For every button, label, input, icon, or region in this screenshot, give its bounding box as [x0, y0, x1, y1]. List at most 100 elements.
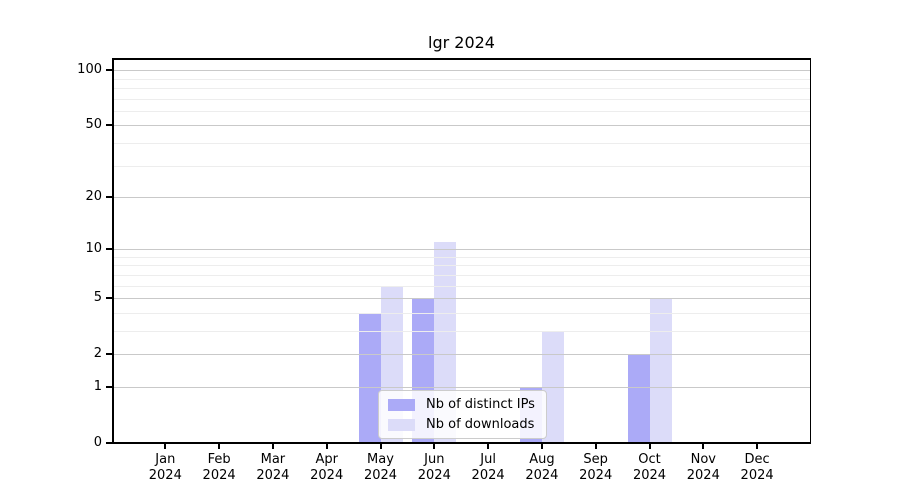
x-tick	[702, 444, 705, 449]
y-tick	[106, 124, 112, 127]
gridline-major	[113, 249, 810, 250]
year-label: 2024	[579, 468, 613, 483]
x-tick	[756, 444, 759, 449]
month-label: May	[367, 452, 394, 467]
gridline-minor	[113, 166, 810, 167]
gridline-minor	[113, 143, 810, 144]
legend-label: Nb of distinct IPs	[426, 397, 535, 412]
x-tick	[433, 444, 436, 449]
y-tick-label: 10	[85, 241, 102, 257]
month-label: Feb	[207, 452, 231, 467]
x-tick-label: Dec 2024	[727, 452, 787, 484]
y-tick	[106, 442, 112, 444]
year-label: 2024	[740, 468, 774, 483]
x-tick-label: Oct 2024	[620, 452, 680, 484]
y-tick	[106, 196, 112, 198]
bar	[358, 312, 381, 443]
plot-area	[112, 58, 811, 444]
x-tick-label: Apr 2024	[297, 452, 357, 484]
y-tick-label: 0	[93, 435, 102, 450]
month-label: Nov	[690, 452, 716, 467]
year-label: 2024	[525, 468, 559, 483]
legend-item: Nb of distinct IPs	[388, 397, 535, 412]
year-label: 2024	[310, 468, 344, 483]
gridline-major	[113, 70, 810, 71]
gridline-minor	[113, 313, 810, 314]
x-tick-label: Feb 2024	[189, 452, 249, 484]
legend-label: Nb of downloads	[426, 417, 535, 432]
gridline-minor	[113, 331, 810, 332]
y-tick-label: 50	[85, 117, 102, 133]
year-label: 2024	[363, 468, 398, 483]
year-label: 2024	[632, 468, 667, 483]
month-label: Dec	[744, 452, 770, 467]
y-tick-label: 1	[93, 378, 102, 394]
x-tick	[594, 444, 597, 449]
x-tick-label: Sep 2024	[566, 452, 626, 484]
x-tick	[164, 444, 167, 449]
gridline-major	[113, 125, 810, 126]
month-label: Sep	[583, 452, 608, 467]
x-tick	[540, 444, 543, 449]
gridline-minor	[113, 286, 810, 287]
legend-item: Nb of downloads	[388, 417, 535, 432]
y-tick-label: 5	[93, 290, 102, 306]
x-tick	[487, 444, 490, 449]
axis-spine-top	[113, 58, 810, 60]
y-tick	[106, 353, 112, 356]
y-tick-label: 20	[85, 189, 102, 204]
month-label: Aug	[529, 452, 555, 467]
x-tick-label: Mar 2024	[243, 452, 303, 484]
x-tick-label: Jul 2024	[458, 452, 518, 484]
month-label: Jul	[480, 452, 496, 467]
gridline-major	[113, 354, 810, 355]
gridline-major	[113, 387, 810, 388]
x-tick-label: Aug 2024	[512, 452, 572, 484]
legend-swatch	[388, 398, 415, 411]
month-label: Apr	[315, 452, 338, 467]
year-label: 2024	[471, 468, 505, 483]
x-tick	[325, 444, 328, 449]
month-label: Jun	[424, 452, 445, 467]
y-tick	[106, 297, 112, 300]
x-tick	[648, 444, 651, 449]
x-tick	[271, 444, 274, 449]
y-tick	[106, 385, 112, 388]
y-tick	[106, 248, 112, 251]
year-label: 2024	[686, 468, 720, 483]
month-label: Oct	[638, 452, 661, 467]
year-label: 2024	[417, 468, 451, 483]
chart-title: lgr 2024	[428, 33, 495, 52]
bar	[541, 330, 564, 443]
x-tick-label: Nov 2024	[673, 452, 733, 484]
month-label: Mar	[260, 452, 286, 467]
gridline-minor	[113, 79, 810, 80]
month-label: Jan	[155, 452, 176, 467]
bar	[627, 354, 650, 443]
y-tick-label: 2	[93, 346, 102, 362]
axis-spine-right	[809, 58, 811, 444]
legend: Nb of distinct IPs Nb of downloads	[378, 390, 547, 439]
year-label: 2024	[256, 468, 290, 483]
gridline-minor	[113, 99, 810, 100]
y-tick	[106, 69, 112, 72]
gridline-major	[113, 298, 810, 299]
x-tick-label: Jan 2024	[135, 452, 195, 484]
x-tick-label: May 2024	[351, 452, 411, 484]
gridline-minor	[113, 257, 810, 258]
gridline-minor	[113, 275, 810, 276]
axis-spine-bottom	[112, 442, 811, 444]
gridline-minor	[113, 88, 810, 89]
year-label: 2024	[148, 468, 182, 483]
y-tick-label: 100	[77, 62, 102, 78]
x-tick	[218, 444, 221, 449]
x-tick	[379, 444, 382, 449]
x-tick-label: Jun 2024	[404, 452, 464, 484]
gridline-minor	[113, 111, 810, 112]
legend-swatch	[388, 418, 415, 431]
axis-spine-left	[112, 58, 114, 444]
bar	[649, 298, 672, 443]
gridline-major	[113, 197, 810, 198]
gridline-minor	[113, 265, 810, 266]
